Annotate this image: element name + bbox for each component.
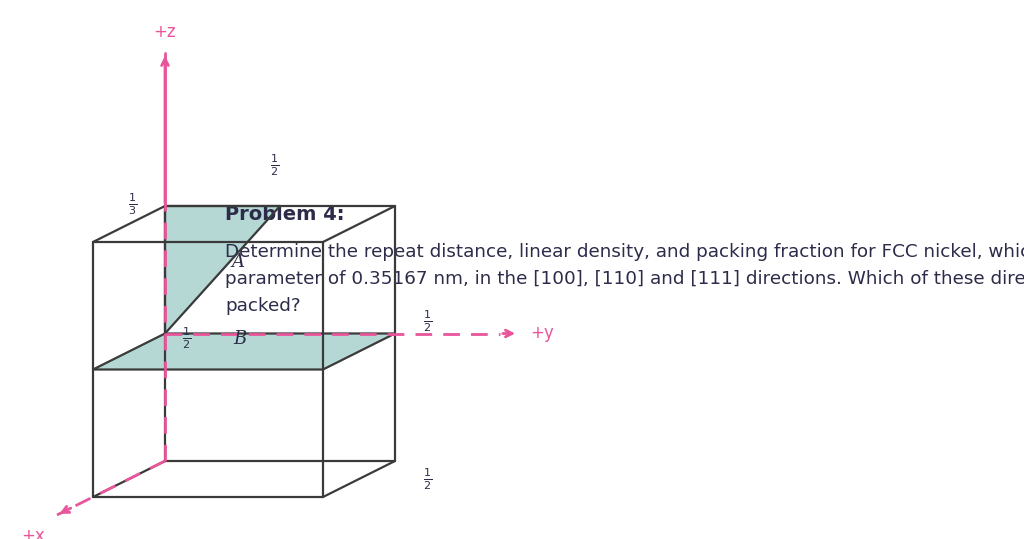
Text: Problem 4:: Problem 4: [225, 205, 345, 224]
Text: +z: +z [154, 23, 176, 41]
Text: $\frac{1}{2}$: $\frac{1}{2}$ [270, 152, 280, 178]
Text: $\frac{1}{2}$: $\frac{1}{2}$ [182, 326, 191, 351]
Text: Determine the repeat distance, linear density, and packing fraction for FCC nick: Determine the repeat distance, linear de… [225, 243, 1024, 315]
Text: $\frac{1}{3}$: $\frac{1}{3}$ [128, 191, 137, 217]
Text: +x: +x [22, 527, 45, 539]
Text: +y: +y [530, 324, 554, 342]
Polygon shape [165, 206, 280, 334]
Text: $\frac{1}{2}$: $\frac{1}{2}$ [423, 466, 432, 492]
Polygon shape [93, 334, 395, 370]
Text: B: B [233, 330, 247, 348]
Text: A: A [230, 253, 244, 271]
Text: $\frac{1}{2}$: $\frac{1}{2}$ [423, 309, 432, 334]
